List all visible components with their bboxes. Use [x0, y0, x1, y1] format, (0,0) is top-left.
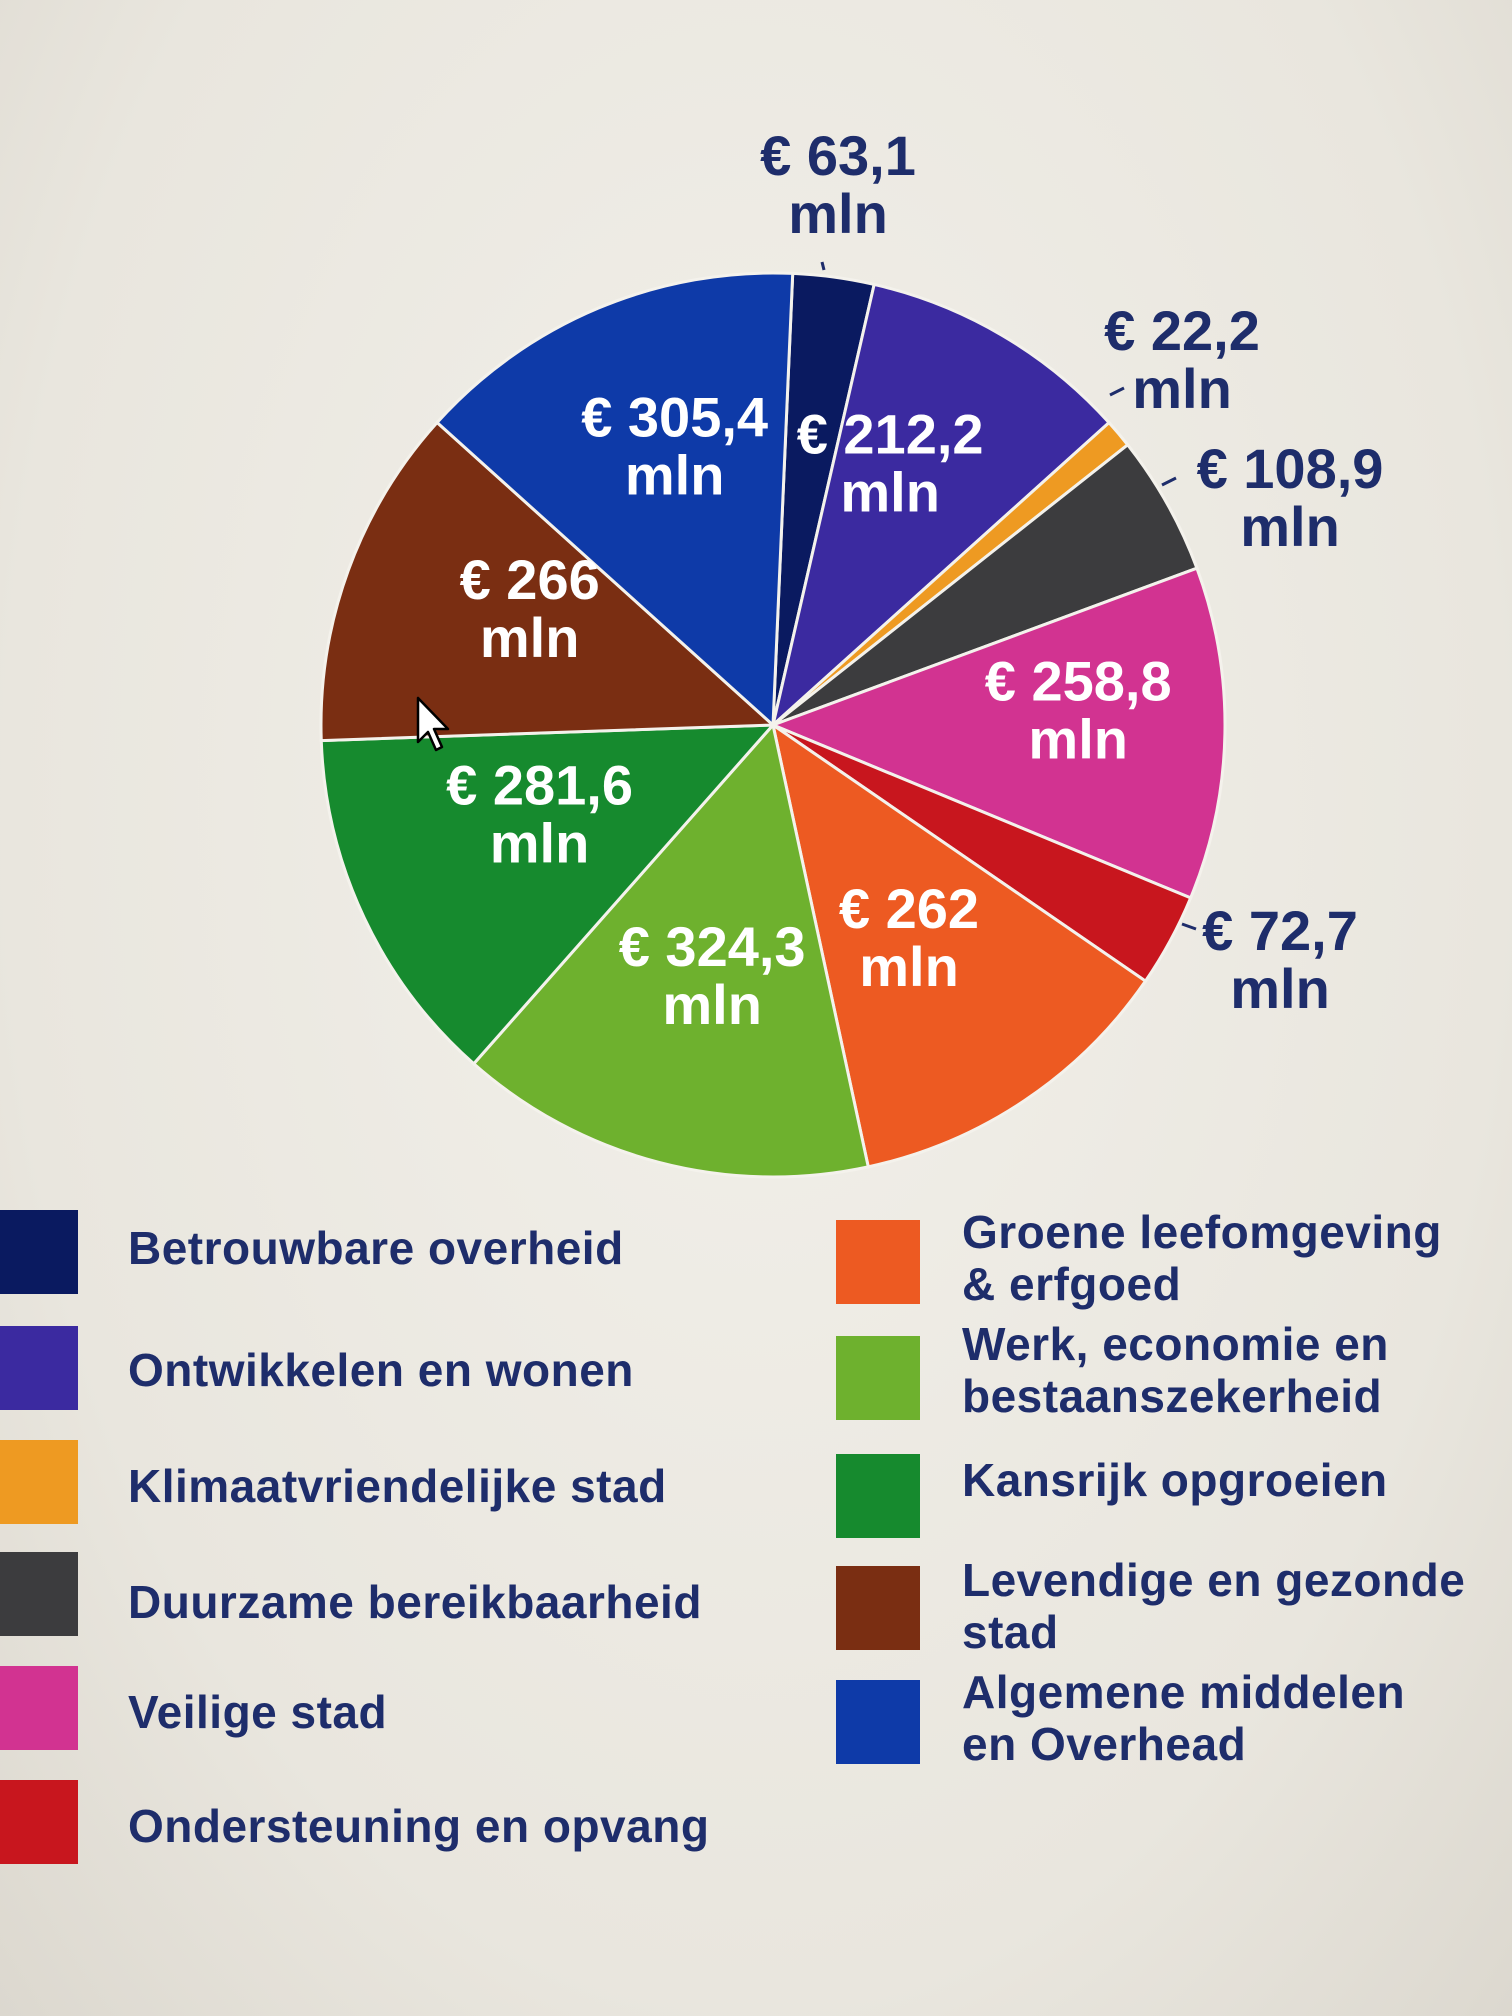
pie-slice [319, 420, 777, 743]
legend-swatch [0, 1552, 78, 1636]
slice-value-label: € 258,8 mln [985, 649, 1172, 770]
pie-slice [770, 721, 1148, 1169]
legend-swatch [0, 1326, 78, 1410]
slice-value-label: € 324,3 mln [619, 915, 806, 1036]
slice-value-label: € 266 mln [460, 548, 600, 669]
pie-slice [319, 723, 777, 1066]
slice-value-label: € 22,2 mln [1104, 299, 1260, 420]
leader-line [820, 261, 826, 271]
legend-label: Betrouwbare overheid [128, 1222, 624, 1274]
legend-swatch [836, 1566, 920, 1650]
slice-value-label: € 262 mln [839, 877, 979, 998]
legend-swatch [0, 1666, 78, 1750]
legend-label: Kansrijk opgroeien [962, 1454, 1388, 1506]
legend-swatch [836, 1454, 920, 1538]
pie-slice [434, 271, 795, 729]
slice-value-label: € 63,1 mln [760, 124, 916, 245]
pie-slice [772, 442, 1199, 727]
legend-swatch [836, 1336, 920, 1420]
legend-label: Algemene middelen en Overhead [962, 1666, 1406, 1770]
pie-slice [471, 721, 871, 1179]
leader-line [1161, 476, 1177, 487]
slice-value-label: € 305,4 mln [581, 386, 768, 507]
legend-swatch [0, 1210, 78, 1294]
legend-swatch [0, 1440, 78, 1524]
legend-swatch [836, 1220, 920, 1304]
legend-label: Groene leefomgeving & erfgoed [962, 1206, 1442, 1310]
legend-label: Klimaatvriendelijke stad [128, 1460, 667, 1512]
slice-value-label: € 108,9 mln [1197, 437, 1384, 558]
legend-label: Veilige stad [128, 1686, 388, 1738]
slice-value-label: € 281,6 mln [446, 754, 633, 875]
slice-value-label: € 72,7 mln [1202, 899, 1358, 1020]
leader-line [1109, 386, 1125, 397]
leader-line [1181, 922, 1197, 931]
mouse-cursor-icon [416, 696, 450, 752]
legend-label: Ondersteuning en opvang [128, 1800, 710, 1852]
legend-swatch [836, 1680, 920, 1764]
legend-label: Levendige en gezonde stad [962, 1554, 1466, 1658]
pie-slice [768, 566, 1227, 900]
legend-label: Ontwikkelen en wonen [128, 1344, 634, 1396]
legend-swatch [0, 1780, 78, 1864]
pie-slice [770, 282, 1112, 730]
legend-label: Werk, economie en bestaanszekerheid [962, 1318, 1389, 1422]
legend-label: Duurzame bereikbaarheid [128, 1576, 702, 1628]
slice-value-label: € 212,2 mln [797, 402, 984, 523]
